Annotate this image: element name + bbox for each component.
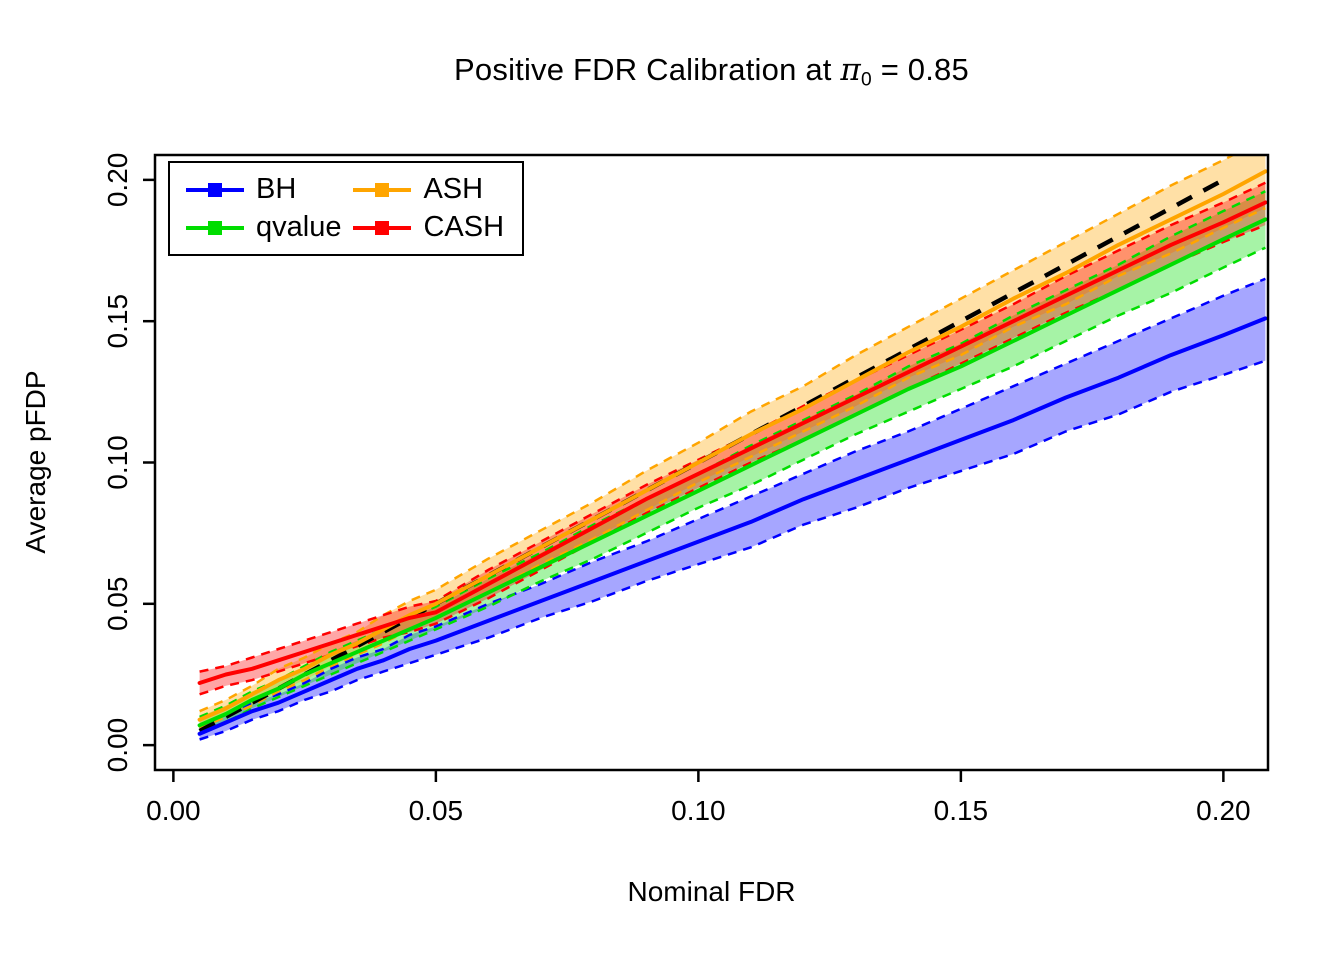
pi-symbol: π [840, 52, 861, 88]
plot-series-group [197, 155, 1268, 741]
chart-title-suffix: = 0.85 [871, 52, 969, 87]
x-tick-label: 0.00 [146, 795, 201, 826]
y-tick-label: 0.10 [102, 435, 133, 490]
legend-item-qvalue: qvalue [186, 213, 341, 242]
chart-title: Positive FDR Calibration at π0 = 0.85 [155, 52, 1268, 91]
ash-band-lower-edge [199, 206, 1266, 730]
cash-confidence-band [199, 182, 1266, 695]
qvalue-band-lower-edge [199, 246, 1266, 735]
x-tick-label: 0.15 [934, 795, 989, 826]
x-tick-label: 0.10 [671, 795, 726, 826]
y-tick-label: 0.20 [102, 153, 133, 208]
legend-item-bh: BH [186, 175, 341, 204]
bh-confidence-band [199, 278, 1266, 740]
legend-marker-bh-icon [186, 182, 244, 197]
legend-label-qvalue: qvalue [256, 211, 342, 243]
legend-label-cash: CASH [423, 211, 505, 243]
y-axis-label: Average pFDP [20, 370, 51, 554]
legend-marker-ash-icon [353, 182, 412, 197]
cash-band-upper-edge [199, 181, 1266, 673]
x-axis-label: Nominal FDR [627, 876, 796, 907]
y-tick-label: 0.00 [102, 718, 133, 773]
legend-item-cash: CASH [353, 213, 504, 242]
ash-band-upper-edge [199, 155, 1236, 713]
y-tick-label: 0.05 [102, 577, 133, 632]
cash-mean-line [197, 200, 1268, 685]
pi-subscript: 0 [860, 69, 872, 91]
bh-band-upper-edge [199, 277, 1266, 730]
bh-mean-line [197, 316, 1268, 736]
qvalue-mean-line [197, 217, 1268, 728]
y-tick-label: 0.15 [102, 294, 133, 349]
legend-label-bh: BH [256, 173, 297, 205]
legend: BH qvalue ASH CASH [168, 161, 525, 256]
x-tick-label: 0.05 [409, 795, 464, 826]
bh-band-lower-edge [199, 359, 1266, 741]
legend-marker-cash-icon [353, 220, 412, 235]
legend-item-ash: ASH [353, 175, 504, 204]
legend-marker-qvalue-icon [186, 220, 244, 235]
chart-title-prefix: Positive FDR Calibration at [454, 52, 841, 87]
ash-mean-line [197, 169, 1268, 722]
x-tick-label: 0.20 [1196, 795, 1251, 826]
legend-label-ash: ASH [423, 173, 484, 205]
